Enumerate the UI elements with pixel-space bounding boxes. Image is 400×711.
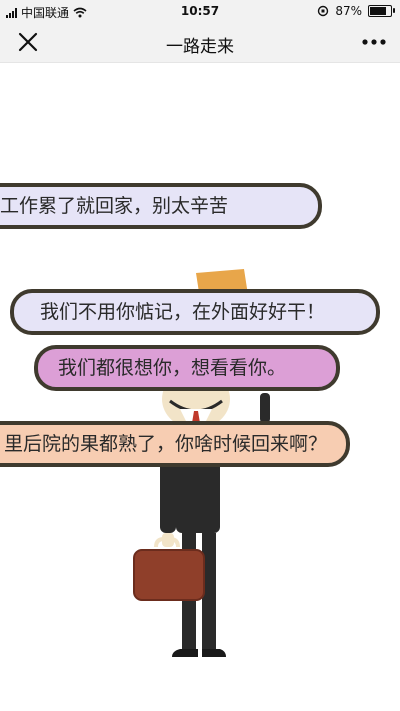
status-time: 10:57 <box>180 4 220 18</box>
nav-bar: 一路走来 <box>0 22 400 63</box>
bubble-text-2: 我们不用你惦记，在外面好好干！ <box>40 301 326 323</box>
suitcase-icon <box>134 550 204 600</box>
speech-bubble-1: 工作累了就回家，别太辛苦 <box>0 183 322 229</box>
battery-icon <box>368 5 395 17</box>
wifi-icon <box>73 7 87 18</box>
battery-fill <box>370 7 386 15</box>
speech-bubble-2: 我们不用你惦记，在外面好好干！ <box>10 289 380 335</box>
animation-content: 工作累了就回家，别太辛苦 我们不用你惦记，在外面好好干！ 我们都很想你，想看看你… <box>0 63 400 711</box>
bubble-text-3: 我们都很想你，想看看你。 <box>58 357 287 379</box>
right-arm-shape <box>260 393 270 423</box>
carrier-label: 中国联通 <box>21 6 70 20</box>
right-shoe-shape <box>202 649 226 657</box>
speech-bubble-3: 我们都很想你，想看看你。 <box>34 345 340 391</box>
battery-percent: 87% <box>335 4 362 18</box>
page-title: 一路走来 <box>166 37 234 57</box>
signal-icon <box>6 7 17 18</box>
status-left: 中国联通 <box>6 4 87 21</box>
more-icon[interactable] <box>360 32 388 52</box>
status-bar: 中国联通 10:57 87% <box>0 0 400 22</box>
left-shoe-shape <box>172 649 198 657</box>
status-right: 87% <box>317 4 395 18</box>
speech-bubble-4: 里后院的果都熟了，你啥时候回来啊？ <box>0 421 350 467</box>
close-icon[interactable] <box>14 28 42 56</box>
bubble-text-4: 里后院的果都熟了，你啥时候回来啊？ <box>4 433 328 455</box>
orientation-lock-icon <box>318 5 329 17</box>
suitcase-outline-shape <box>133 549 205 601</box>
suitcase-handle-shape <box>154 537 180 548</box>
bubble-text-1: 工作累了就回家，别太辛苦 <box>0 195 229 217</box>
right-leg-shape <box>202 533 216 651</box>
